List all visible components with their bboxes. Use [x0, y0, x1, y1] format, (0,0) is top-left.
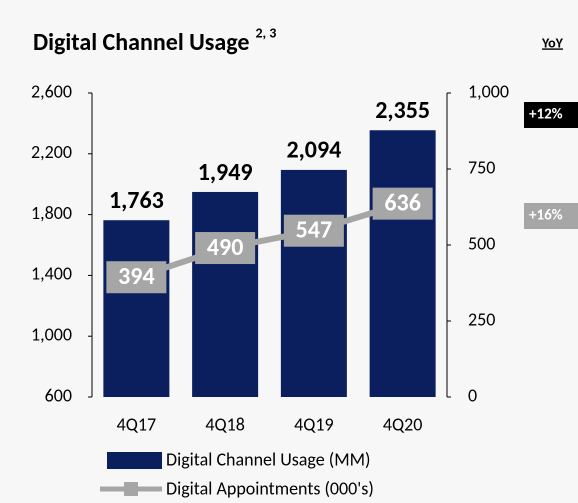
legend-label: Digital Channel Usage (MM): [166, 448, 370, 470]
bar-change: +12%: [529, 106, 563, 124]
bar-change-box: [524, 102, 578, 128]
bar-value-label: 1,763: [109, 186, 164, 215]
title-note: 2, 3: [255, 24, 276, 41]
bar: [192, 191, 259, 397]
chart-title: Digital Channel Usage: [33, 28, 249, 57]
y-tick-label: 1,400: [31, 263, 72, 285]
bar-value-label: 2,094: [286, 136, 341, 165]
bar: [369, 130, 436, 398]
x-tick-label: 4Q19: [294, 413, 333, 435]
line-value-label: 394: [118, 262, 155, 291]
bar: [103, 220, 170, 397]
line-marker: [283, 214, 344, 247]
line: [135, 200, 404, 281]
bar: [280, 169, 347, 397]
y-tick-label: 600: [45, 384, 72, 406]
x-tick-label: 4Q20: [383, 413, 422, 435]
y-tick-label: 1,800: [31, 202, 72, 224]
y2-tick-label: 250: [468, 308, 495, 330]
y-tick-label: 2,600: [31, 80, 72, 102]
legend-label: Digital Appointments (000's): [166, 477, 374, 499]
line-change-box: [524, 203, 578, 229]
legend-swatch: [107, 452, 162, 469]
y-tick-label: 2,200: [31, 141, 72, 163]
yoy-header: YoY: [541, 34, 564, 51]
line-marker: [372, 187, 433, 220]
line-marker: [195, 232, 256, 265]
y2-tick-label: 500: [468, 232, 495, 254]
y2-tick-label: 1,000: [468, 80, 509, 102]
line-value-label: 636: [384, 188, 421, 217]
y2-tick-label: 750: [468, 156, 495, 178]
x-tick-label: 4Q18: [205, 413, 244, 435]
line-change: +16%: [529, 207, 563, 225]
bar-value-label: 2,355: [375, 96, 430, 125]
y2-tick-label: 0: [468, 384, 477, 406]
line-marker: [106, 261, 167, 294]
x-tick-label: 4Q17: [117, 413, 156, 435]
legend-swatch: [124, 482, 138, 496]
y-tick-label: 1,000: [31, 323, 72, 345]
bar-value-label: 1,949: [198, 158, 253, 187]
line-value-label: 547: [296, 216, 333, 245]
line-value-label: 490: [207, 233, 244, 262]
